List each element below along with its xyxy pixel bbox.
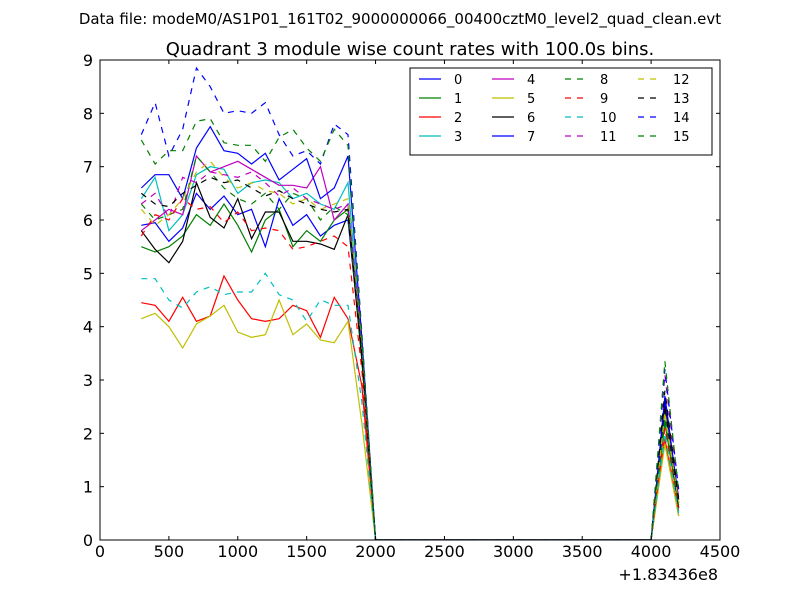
legend-label-15: 15: [673, 130, 690, 145]
series-line-0: [141, 192, 680, 540]
plot-layer: 0 500 1000 1500 2000 2500 3000 3500 4000 45000123…: [83, 51, 741, 561]
legend-label-4: 4: [527, 73, 535, 88]
series-line-10: [141, 272, 680, 540]
legend-label-5: 5: [527, 92, 535, 107]
y-tick-label: 1: [83, 478, 93, 497]
axes-frame: [99, 59, 721, 541]
legend-label-7: 7: [527, 130, 535, 145]
legend-label-9: 9: [600, 92, 608, 107]
legend-frame: [409, 67, 713, 156]
series-line-6: [140, 180, 680, 540]
y-tick-label: 2: [83, 424, 93, 443]
legend-label-14: 14: [673, 111, 690, 126]
y-tick-label: 7: [83, 158, 93, 177]
series-lines: [140, 66, 680, 540]
x-tick-label: 3500: [562, 542, 603, 561]
series-line-2: [141, 274, 680, 540]
series-line-7: [140, 125, 680, 540]
x-tick-label: 1000: [217, 542, 258, 561]
legend-label-1: 1: [454, 92, 462, 107]
series-line-4: [140, 154, 680, 540]
legend-label-10: 10: [600, 111, 617, 126]
x-tick-label: 2500: [424, 542, 465, 561]
legend-label-3: 3: [454, 130, 462, 145]
chart-title: Quadrant 3 module wise count rates with …: [166, 39, 655, 60]
y-tick-label: 3: [83, 371, 93, 390]
y-tick-label: 6: [83, 211, 93, 230]
x-tick-label: 2000: [355, 542, 396, 561]
x-tick-label: 3000: [493, 542, 534, 561]
series-line-8: [140, 154, 680, 540]
legend-label-13: 13: [673, 92, 690, 107]
legend-label-12: 12: [673, 73, 690, 88]
x-tick-label: 500: [154, 542, 185, 561]
x-tick-label: 4000: [631, 542, 672, 561]
legend-label-0: 0: [454, 73, 462, 88]
x-tick-label: 0: [95, 542, 105, 561]
legend-label-11: 11: [600, 130, 617, 145]
figure-suptitle: Data file: modeM0/AS1P01_161T02_90000000…: [79, 10, 721, 29]
x-tick-label: 4500: [700, 542, 741, 561]
series-line-3: [140, 166, 680, 540]
x-axis-offset-label: +1.83436e8: [618, 565, 718, 584]
y-tick-label: 8: [83, 104, 93, 123]
series-line-5: [141, 298, 680, 540]
legend-label-8: 8: [600, 73, 608, 88]
y-tick-label: 4: [83, 318, 93, 337]
x-tick-label: 1500: [286, 542, 327, 561]
y-tick-label: 5: [83, 264, 93, 283]
series-line-12: [140, 160, 680, 540]
legend-label-6: 6: [527, 111, 535, 126]
y-tick-label: 0: [83, 531, 93, 550]
y-tick-label: 9: [83, 51, 93, 70]
legend-label-2: 2: [454, 111, 462, 126]
series-line-14: [140, 66, 680, 540]
